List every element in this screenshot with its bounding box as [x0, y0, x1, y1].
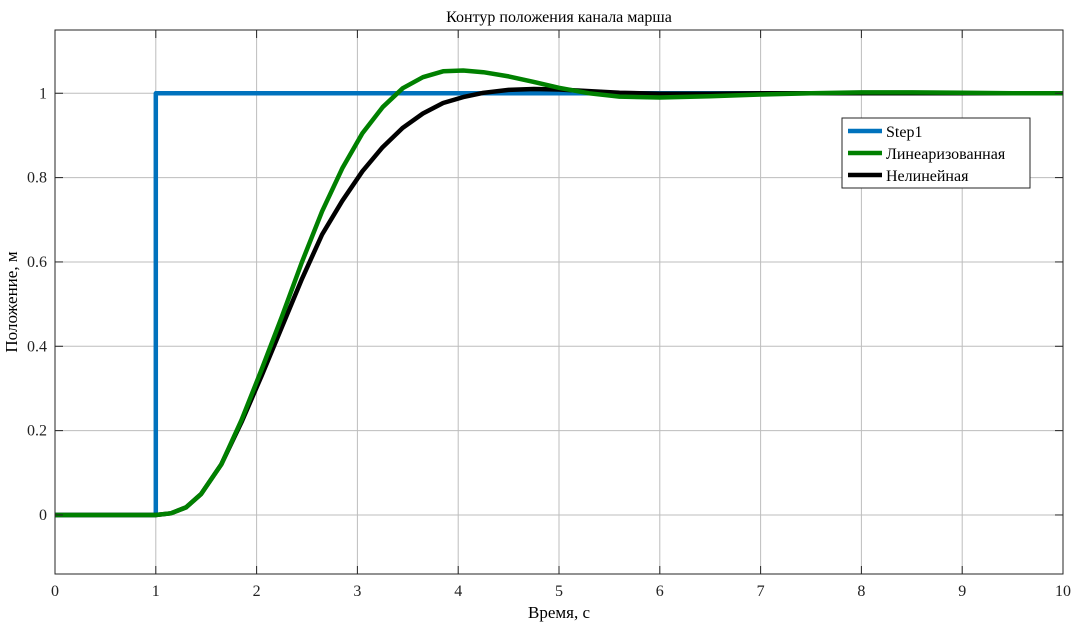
x-tick-label: 0: [51, 583, 59, 600]
y-tick-label: 0.6: [27, 254, 47, 271]
legend-label-linearized: Линеаризованная: [886, 146, 1006, 163]
chart-title: Контур положения канала марша: [446, 9, 672, 26]
x-tick-label: 3: [353, 583, 361, 600]
series-group: [55, 68, 1063, 518]
x-tick-label: 4: [454, 583, 462, 600]
x-ticks: 0 1 2 3 4 5 6 7 8 9 10: [51, 30, 1071, 600]
x-tick-label: 9: [958, 583, 966, 600]
x-tick-label: 5: [555, 583, 563, 600]
x-tick-label: 1: [152, 583, 160, 600]
y-tick-label: 0: [39, 507, 47, 524]
y-tick-label: 0.8: [27, 170, 47, 187]
x-tick-label: 10: [1055, 583, 1071, 600]
legend-label-nonlinear: Нелинейная: [886, 168, 969, 185]
x-tick-label: 7: [757, 583, 765, 600]
series-line-linearized: [55, 68, 1063, 518]
y-tick-label: 0.4: [27, 338, 47, 355]
legend: Step1 Линеаризованная Нелинейная: [841, 117, 1031, 189]
y-tick-label: 1: [39, 85, 47, 102]
x-tick-label: 8: [857, 583, 865, 600]
y-axis-label: Положение, м: [2, 251, 21, 352]
x-axis-label: Время, с: [528, 603, 590, 622]
legend-label-step1: Step1: [886, 124, 922, 141]
y-ticks: 0 0.2 0.4 0.6 0.8 1: [27, 85, 1063, 524]
x-tick-label: 2: [253, 583, 261, 600]
y-tick-label: 0.2: [27, 423, 47, 440]
x-tick-label: 6: [656, 583, 664, 600]
